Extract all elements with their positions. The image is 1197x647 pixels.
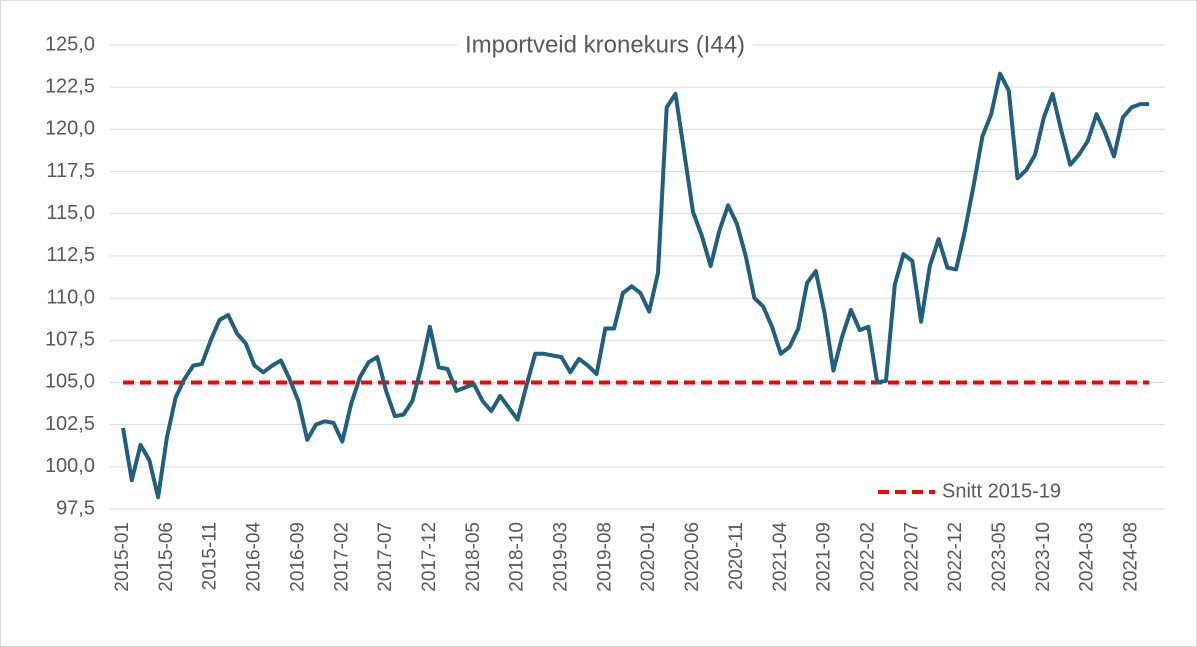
y-tick-label: 125,0 <box>45 33 95 55</box>
x-tick-label: 2022-02 <box>857 522 878 592</box>
x-tick-label: 2020-06 <box>682 522 703 592</box>
x-tick-label: 2023-05 <box>989 522 1010 592</box>
y-tick-label: 110,0 <box>46 286 95 308</box>
x-tick-label: 2015-01 <box>112 522 133 592</box>
chart-title: Importveid kronekurs (I44) <box>465 31 745 58</box>
x-tick-label: 2024-08 <box>1121 522 1142 592</box>
x-tick-label: 2017-07 <box>375 522 396 592</box>
y-tick-label: 112,5 <box>46 244 95 266</box>
x-tick-label: 2018-10 <box>507 522 528 592</box>
y-tick-label: 105,0 <box>45 371 95 393</box>
x-tick-label: 2024-03 <box>1077 522 1098 592</box>
x-tick-label: 2017-02 <box>331 522 352 592</box>
y-tick-label: 107,5 <box>45 329 95 351</box>
x-tick-label: 2023-10 <box>1033 522 1054 592</box>
y-tick-label: 117,5 <box>46 160 95 182</box>
y-tick-label: 97,5 <box>56 497 95 519</box>
legend-label: Snitt 2015-19 <box>942 480 1061 502</box>
x-tick-label: 2017-12 <box>419 522 440 592</box>
x-tick-label: 2015-11 <box>200 522 221 590</box>
title-background <box>456 31 754 59</box>
x-tick-label: 2020-11 <box>726 522 747 590</box>
x-tick-label: 2022-12 <box>945 522 966 592</box>
x-tick-label: 2016-09 <box>287 522 308 592</box>
x-tick-label: 2019-08 <box>594 522 615 592</box>
y-tick-label: 122,5 <box>45 75 95 97</box>
x-tick-label: 2021-04 <box>770 522 791 592</box>
x-tick-label: 2020-01 <box>638 522 659 592</box>
x-tick-label: 2018-05 <box>463 522 484 592</box>
x-tick-label: 2019-03 <box>551 522 572 592</box>
y-tick-label: 100,0 <box>45 455 95 477</box>
data-line <box>121 71 1150 500</box>
x-tick-label: 2021-09 <box>814 522 835 592</box>
x-tick-label: 2015-06 <box>156 522 177 592</box>
y-tick-label: 120,0 <box>45 118 95 140</box>
x-tick-label: 2016-04 <box>244 522 265 592</box>
y-tick-label: 102,5 <box>45 413 95 435</box>
x-tick-label: 2022-07 <box>901 522 922 592</box>
y-tick-label: 115,0 <box>46 202 95 224</box>
